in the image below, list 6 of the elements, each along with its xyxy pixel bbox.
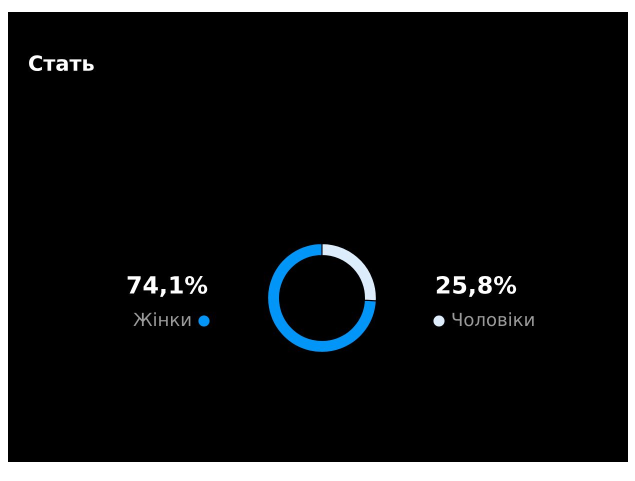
chart-title: Стать [29, 55, 94, 72]
data-label: 74,1% [128, 276, 208, 297]
legend-label: Чоловіки [452, 312, 534, 326]
data-label: 25,8% [436, 276, 516, 297]
slice-label: Жінки [133, 312, 190, 326]
donut-slice [267, 243, 377, 353]
